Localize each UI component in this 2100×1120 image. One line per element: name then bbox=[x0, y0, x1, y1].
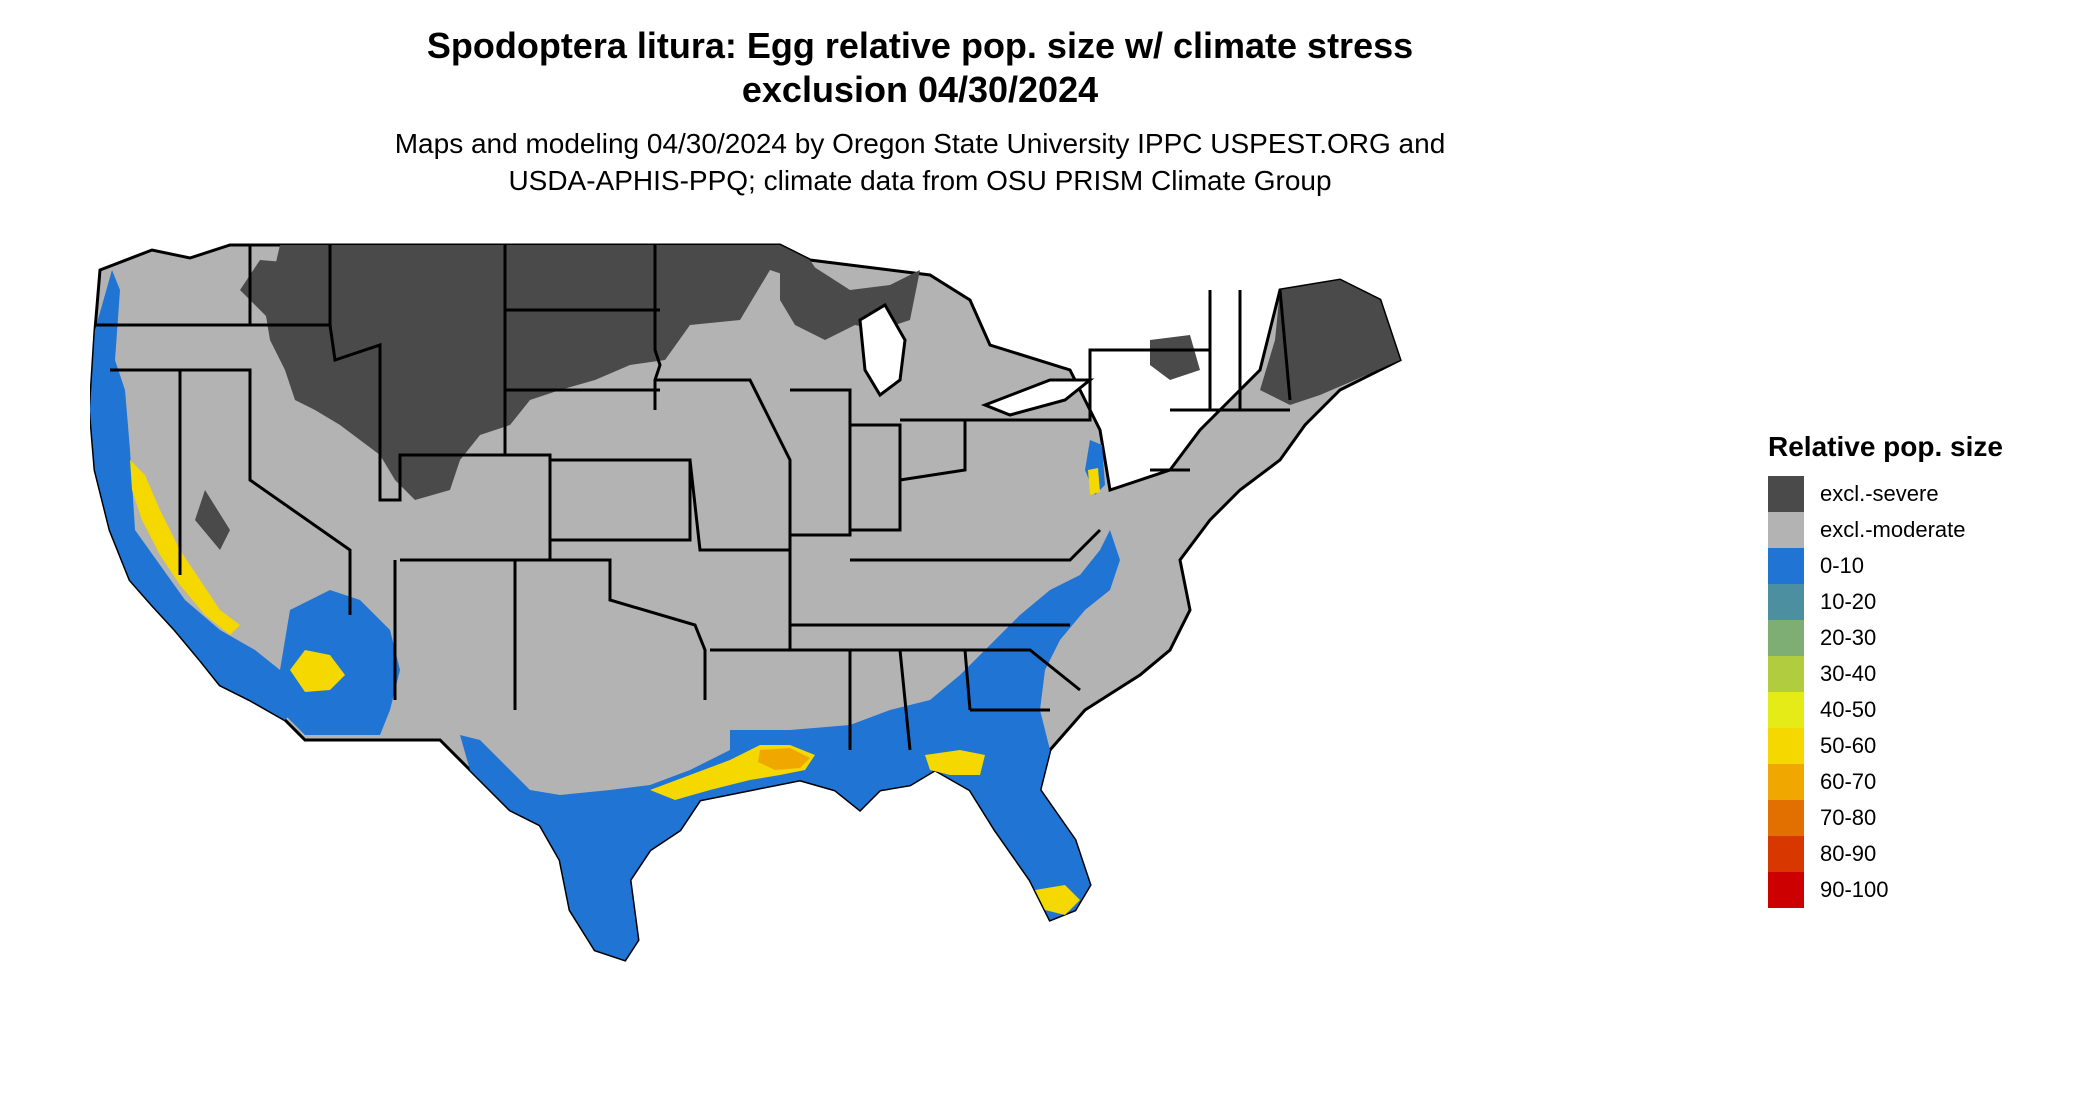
high-suitability-delmarva bbox=[1088, 468, 1100, 495]
legend-items: excl.-severe excl.-moderate 0-10 10-20 20-30… bbox=[1768, 476, 2003, 908]
legend-swatch bbox=[1768, 872, 1804, 908]
high-suitability-desert bbox=[290, 650, 345, 692]
legend-label: 20-30 bbox=[1820, 625, 1877, 650]
legend-item: 60-70 bbox=[1768, 764, 2003, 800]
severe-exclusion-new-england bbox=[1260, 280, 1400, 405]
legend-item: 40-50 bbox=[1768, 692, 2003, 728]
legend-swatch bbox=[1768, 764, 1804, 800]
legend-item: 0-10 bbox=[1768, 548, 2003, 584]
suitable-pacific-coast bbox=[90, 270, 295, 720]
legend-item: 70-80 bbox=[1768, 800, 2003, 836]
legend-item: 80-90 bbox=[1768, 836, 2003, 872]
high-suitability-louisiana bbox=[758, 748, 810, 770]
high-suitability-california bbox=[130, 460, 240, 635]
legend-item: 90-100 bbox=[1768, 872, 2003, 908]
map-legend: Relative pop. size excl.-severe excl.-mod… bbox=[1768, 430, 2003, 908]
legend-swatch bbox=[1768, 620, 1804, 656]
map-title-line-2: exclusion 04/30/2024 bbox=[741, 69, 1099, 110]
legend-label: 70-80 bbox=[1820, 805, 1877, 830]
legend-item: excl.-severe bbox=[1768, 476, 2003, 512]
severe-exclusion-sierra bbox=[195, 490, 230, 550]
map-title-line-1: Spodoptera litura: Egg relative pop. siz… bbox=[426, 25, 1414, 66]
map-subtitle-line-1: Maps and modeling 04/30/2024 by Oregon S… bbox=[394, 128, 1446, 159]
legend-item: 20-30 bbox=[1768, 620, 2003, 656]
legend-label: excl.-severe bbox=[1820, 481, 1939, 506]
suitable-texas-gulf bbox=[460, 735, 790, 960]
legend-swatch bbox=[1768, 476, 1804, 512]
legend-label: excl.-moderate bbox=[1820, 517, 1966, 542]
legend-item: excl.-moderate bbox=[1768, 512, 2003, 548]
severe-exclusion-north bbox=[265, 245, 830, 500]
high-suitability-south-florida bbox=[1035, 885, 1080, 915]
severe-exclusion-northeast-patches bbox=[1150, 335, 1200, 380]
legend-label: 40-50 bbox=[1820, 697, 1877, 722]
high-suitability-north-florida bbox=[925, 750, 985, 775]
legend-swatch bbox=[1768, 548, 1804, 584]
legend-swatch bbox=[1768, 656, 1804, 692]
legend-item: 30-40 bbox=[1768, 656, 2003, 692]
legend-label: 60-70 bbox=[1820, 769, 1877, 794]
legend-swatch bbox=[1768, 512, 1804, 548]
lake-michigan bbox=[858, 302, 907, 398]
severe-exclusion-great-basin bbox=[240, 260, 320, 320]
legend-swatch bbox=[1768, 692, 1804, 728]
state-borders bbox=[95, 245, 1292, 751]
legend-swatch bbox=[1768, 836, 1804, 872]
legend-swatch bbox=[1768, 800, 1804, 836]
legend-label: 0-10 bbox=[1820, 553, 1865, 578]
legend-title: Relative pop. size bbox=[1768, 431, 2003, 462]
legend-swatch bbox=[1768, 728, 1804, 764]
legend-label: 10-20 bbox=[1820, 589, 1877, 614]
legend-swatch bbox=[1768, 584, 1804, 620]
us-map bbox=[90, 243, 1402, 962]
legend-label: 90-100 bbox=[1820, 877, 1889, 902]
legend-label: 30-40 bbox=[1820, 661, 1877, 686]
map-subtitle-line-2: USDA-APHIS-PPQ; climate data from OSU PR… bbox=[508, 165, 1332, 196]
legend-label: 50-60 bbox=[1820, 733, 1877, 758]
legend-item: 10-20 bbox=[1768, 584, 2003, 620]
lake-erie bbox=[980, 378, 1095, 417]
legend-item: 50-60 bbox=[1768, 728, 2003, 764]
suitable-southeast bbox=[730, 530, 1120, 920]
legend-label: 80-90 bbox=[1820, 841, 1877, 866]
suitable-desert-southwest bbox=[280, 590, 400, 735]
